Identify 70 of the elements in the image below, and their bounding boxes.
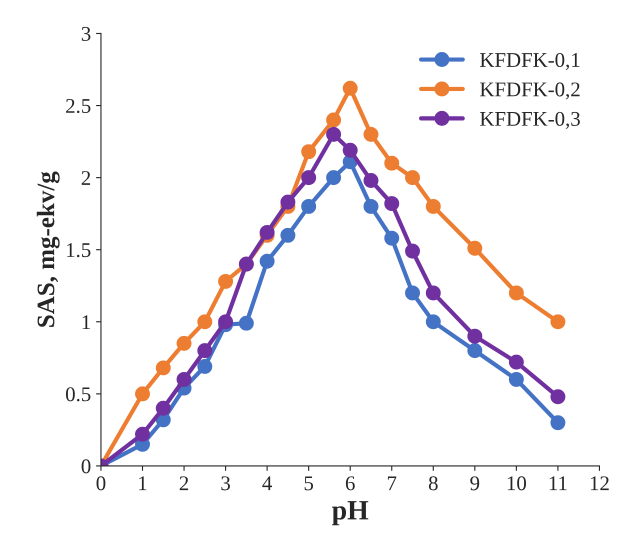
- x-tick-label: 11: [550, 476, 567, 490]
- x-tick-label: 7: [388, 476, 396, 490]
- point: [508, 285, 524, 300]
- point: [467, 343, 482, 358]
- point: [260, 224, 275, 240]
- point: [280, 194, 296, 210]
- point: [197, 343, 212, 358]
- point: [550, 389, 566, 404]
- point: [405, 170, 420, 186]
- x-tick-label: 1: [139, 476, 146, 490]
- point: [238, 316, 254, 331]
- point: [326, 170, 342, 186]
- x-tick-label: 10: [508, 476, 526, 490]
- x-tick-label: 0: [96, 476, 106, 490]
- point: [326, 112, 342, 128]
- point: [156, 400, 171, 416]
- point: [508, 354, 524, 370]
- y-tick-label: 3: [82, 26, 90, 41]
- x-tick-label: 9: [470, 476, 480, 490]
- x-tick-label: 5: [304, 476, 314, 490]
- point: [218, 274, 234, 289]
- point: [176, 336, 192, 351]
- x-tick-label: 4: [262, 476, 272, 490]
- point: [364, 173, 378, 188]
- x-tick-label: 3: [221, 476, 230, 490]
- point: [326, 126, 342, 142]
- legend-label: KFDFK-0,3: [480, 112, 580, 129]
- y-tick-label: 0.5: [66, 387, 90, 402]
- point: [218, 314, 234, 330]
- point: [301, 144, 316, 160]
- point: [342, 142, 358, 158]
- point: [384, 230, 400, 246]
- point: [405, 244, 420, 259]
- point: [301, 198, 316, 214]
- x-axis-title: pH: [332, 501, 368, 526]
- point: [197, 359, 212, 374]
- point: [135, 426, 150, 442]
- point: [384, 196, 400, 212]
- point: [176, 372, 192, 387]
- point: [467, 240, 482, 256]
- point: [260, 254, 275, 269]
- x-tick-label: 2: [180, 476, 188, 490]
- x-tick-label: 6: [346, 476, 355, 490]
- y-tick-label: 2: [82, 171, 90, 185]
- y-axis-title: SAS, mg-ekv/g: [36, 171, 60, 327]
- x-tick-label: 8: [428, 476, 438, 490]
- point: [364, 198, 378, 214]
- point: [550, 415, 566, 430]
- x-tick-label: 12: [590, 476, 609, 490]
- point: [405, 285, 420, 300]
- point: [280, 228, 296, 243]
- point: [135, 386, 150, 402]
- point: [364, 126, 378, 142]
- y-tick-label: 1.5: [67, 243, 90, 258]
- point: [508, 372, 524, 387]
- point: [156, 360, 171, 376]
- y-tick-label: 2.5: [66, 98, 90, 114]
- point: [342, 80, 358, 96]
- point: [197, 314, 212, 330]
- legend-label: KFDFK-0,1: [480, 52, 580, 70]
- point: [550, 314, 566, 330]
- point: [426, 285, 441, 300]
- y-tick-label: 1: [82, 315, 90, 330]
- point: [301, 170, 316, 186]
- point: [426, 198, 441, 214]
- y-tick-label: 0: [82, 459, 90, 474]
- point: [426, 314, 441, 330]
- legend-label: KFDFK-0,2: [480, 82, 580, 100]
- point: [384, 156, 400, 171]
- point: [467, 328, 482, 344]
